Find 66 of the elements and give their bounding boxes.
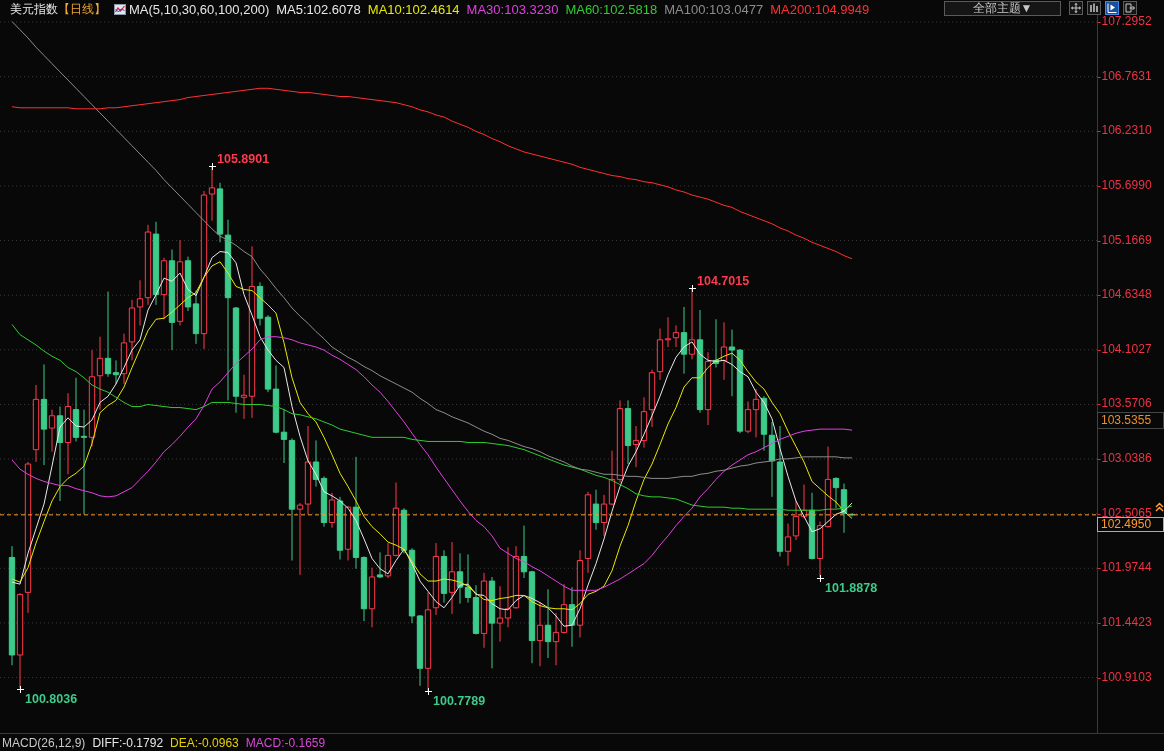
candlestick bbox=[296, 502, 304, 576]
text: MA5:102.6078 bbox=[276, 2, 361, 17]
candlestick bbox=[496, 585, 504, 643]
y-tick-label: 104.1027 bbox=[1101, 341, 1152, 356]
candlestick bbox=[104, 291, 112, 378]
y-tick-label: 102.5065 bbox=[1101, 505, 1152, 520]
text: MACD(26,12,9) bbox=[2, 736, 86, 750]
candlestick bbox=[728, 329, 736, 397]
candlestick bbox=[784, 523, 792, 567]
y-tick-label: 107.2952 bbox=[1101, 14, 1152, 29]
text: MA30:103.3230 bbox=[466, 2, 559, 17]
candlestick bbox=[504, 546, 512, 628]
legend-title: MA(5,10,30,60,100,200) bbox=[129, 2, 270, 17]
annotation: 105.8901 bbox=[217, 152, 270, 166]
text: MA60:102.5818 bbox=[565, 2, 658, 17]
candlestick bbox=[792, 500, 800, 541]
candlestick bbox=[544, 588, 552, 659]
text: DEA:-0.0963 bbox=[170, 736, 239, 750]
text: MA200:104.9949 bbox=[770, 2, 870, 17]
candlestick bbox=[752, 388, 760, 438]
y-tick-label: 100.9103 bbox=[1101, 669, 1152, 684]
candlestick bbox=[536, 602, 544, 667]
candlestick bbox=[136, 279, 144, 326]
text: MA10:102.4614 bbox=[367, 2, 460, 17]
text: MACD:-0.1659 bbox=[245, 736, 326, 750]
candlestick bbox=[592, 489, 600, 531]
candlestick bbox=[376, 551, 384, 579]
candlestick bbox=[328, 492, 336, 529]
annotation: 100.8036 bbox=[25, 692, 78, 706]
candlestick bbox=[632, 425, 640, 468]
line-series bbox=[11, 87, 853, 260]
annotation: 100.7789 bbox=[433, 694, 486, 708]
candlestick bbox=[208, 165, 216, 222]
y-tick-label: 101.4423 bbox=[1101, 614, 1152, 629]
candlestick bbox=[744, 400, 752, 434]
y-tick-label: 105.1669 bbox=[1101, 232, 1152, 247]
chart-subtitle: 【日线】 bbox=[58, 2, 106, 17]
candlestick bbox=[112, 359, 120, 385]
candlestick bbox=[552, 612, 560, 666]
line-series bbox=[11, 21, 853, 479]
y-tick-label: 105.6990 bbox=[1101, 177, 1152, 192]
candlestick bbox=[96, 336, 104, 411]
y-tick-label: 106.2310 bbox=[1101, 123, 1152, 138]
y-tick-label: 106.7631 bbox=[1101, 68, 1152, 83]
ref-line-label: 102.4950 bbox=[1097, 517, 1164, 533]
dropdown-button: 全部主题▼ bbox=[944, 1, 1061, 16]
text: DIFF:-0.1792 bbox=[92, 736, 164, 750]
candlestick bbox=[832, 476, 840, 509]
candlestick bbox=[680, 306, 688, 375]
candlestick bbox=[600, 494, 608, 537]
candlestick bbox=[664, 316, 672, 348]
candlestick bbox=[240, 374, 248, 420]
annotation: 104.7015 bbox=[697, 274, 750, 288]
candlestick bbox=[280, 409, 288, 464]
text: MA100:103.0477 bbox=[664, 2, 764, 17]
y-tick-label: 103.5706 bbox=[1101, 396, 1152, 411]
y-tick-label: 103.0386 bbox=[1101, 451, 1152, 466]
candlestick bbox=[448, 541, 456, 615]
candlestick bbox=[672, 324, 680, 348]
chart-title: 美元指数 bbox=[10, 2, 58, 17]
y-tick-label: 104.6348 bbox=[1101, 287, 1152, 302]
candlestick bbox=[48, 409, 56, 453]
candlestick bbox=[80, 409, 88, 515]
text: 103.5355 bbox=[1097, 412, 1164, 429]
y-tick-label: 101.9744 bbox=[1101, 560, 1152, 575]
annotation: 101.8878 bbox=[825, 581, 878, 595]
